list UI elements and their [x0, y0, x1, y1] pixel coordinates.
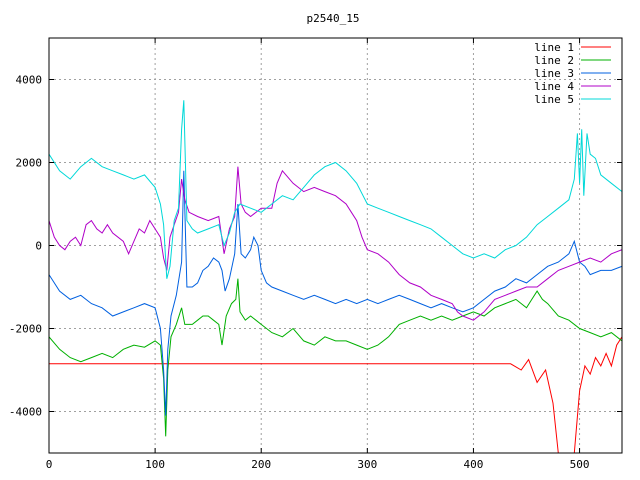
legend-label: line 1 — [534, 41, 574, 54]
y-tick-label: 0 — [35, 240, 42, 253]
x-tick-label: 200 — [251, 458, 271, 471]
x-tick-label: 300 — [357, 458, 377, 471]
x-tick-label: 100 — [145, 458, 165, 471]
tick-layer: 0 100 200 300 400 500 -4000 -2000 0 2000 4000 — [9, 38, 622, 471]
y-tick-label: 2000 — [16, 157, 43, 170]
y-tick-label: 4000 — [16, 74, 43, 87]
series-line-5 — [49, 100, 622, 279]
legend-label: line 2 — [534, 54, 574, 67]
series-layer — [49, 100, 622, 453]
series-line-2 — [49, 278, 622, 437]
legend-label: line 5 — [534, 93, 574, 106]
series-line-3 — [49, 170, 622, 416]
legend-label: line 4 — [534, 80, 574, 93]
x-tick-label: 500 — [570, 458, 590, 471]
legend-label: line 3 — [534, 67, 574, 80]
x-tick-label: 400 — [464, 458, 484, 471]
chart-title: p2540_15 — [307, 12, 360, 25]
x-tick-label: 0 — [46, 458, 53, 471]
y-tick-label: -2000 — [9, 323, 42, 336]
y-tick-label: -4000 — [9, 406, 42, 419]
series-line-1 — [49, 335, 622, 453]
series-line-4 — [49, 166, 622, 321]
